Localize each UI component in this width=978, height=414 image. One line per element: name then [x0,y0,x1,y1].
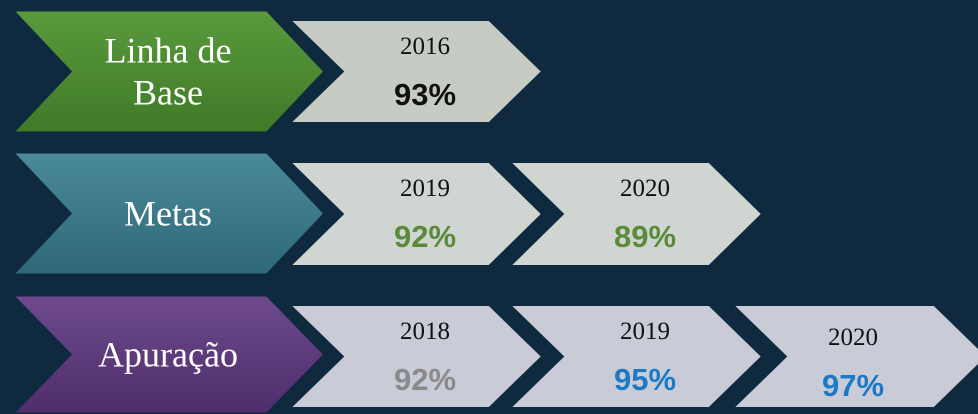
value: 97% [822,368,884,403]
year: 2016 [400,33,450,60]
arrow-chevron [277,300,550,413]
arrow-chevron [720,300,978,413]
label-chevron [8,150,328,277]
row-label: Linha de [105,31,232,71]
value: 95% [614,362,676,397]
year: 2018 [400,318,450,345]
arrow-chevron [277,15,550,128]
value: 89% [614,219,676,254]
label-chevron [8,8,328,135]
value: 92% [394,362,456,397]
value: 93% [394,77,456,112]
year: 2019 [620,318,670,345]
row-label: Metas [124,194,212,234]
arrow-chevron [497,157,770,271]
row-label: Base [133,73,203,113]
arrow-chevron [277,157,550,271]
arrow-chevron [497,300,770,413]
row-label: Apuração [98,335,238,375]
year: 2019 [400,175,450,202]
label-chevron [8,293,328,414]
value: 92% [394,219,456,254]
year: 2020 [620,175,670,202]
year: 2020 [828,324,878,351]
